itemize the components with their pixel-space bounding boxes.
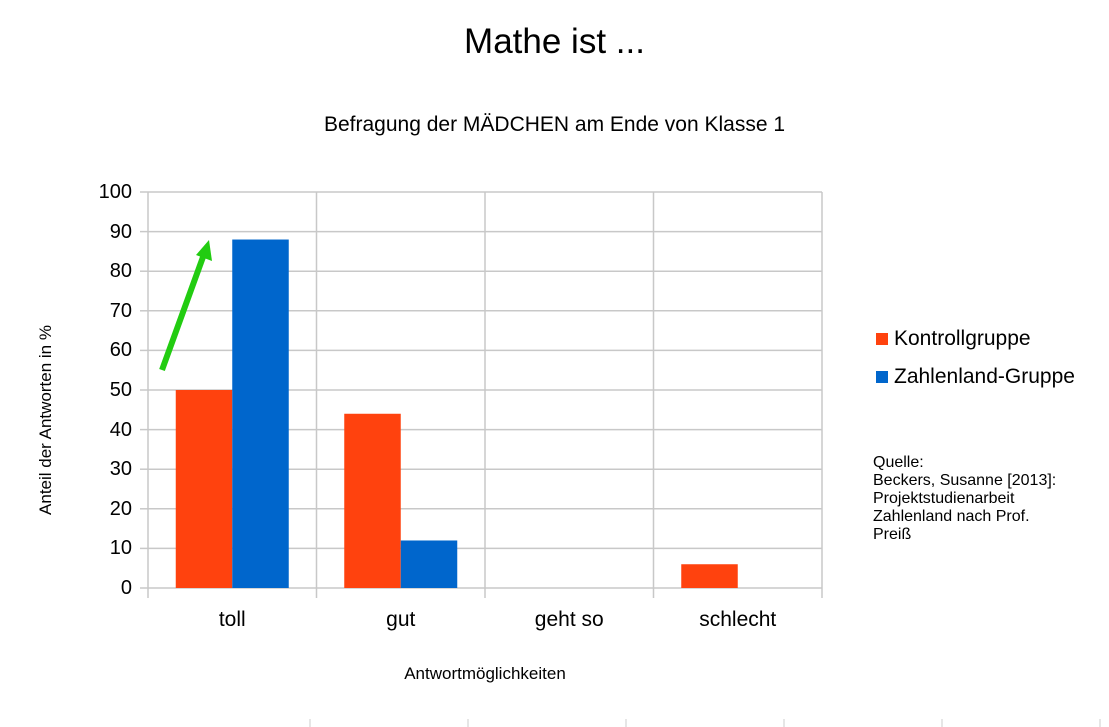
y-tick-label: 90 [109,220,132,243]
legend-item-zahlenland-gruppe: Zahlenland-Gruppe [876,365,1075,389]
y-tick-label: 70 [109,299,132,322]
bar-kontrollgruppe-schlecht [681,564,738,588]
legend-swatch-zahlenland-gruppe [876,371,888,383]
source-line: Quelle: [873,454,924,471]
y-tick-label: 20 [109,497,132,520]
y-tick-label: 0 [120,577,132,599]
chart-subtitle: Befragung der MÄDCHEN am Ende von Klasse… [323,113,786,136]
y-tick-label: 50 [109,379,132,401]
bar-kontrollgruppe-toll [175,390,233,588]
arrow-annotation-head-icon [196,240,212,261]
legend-item-kontrollgruppe: Kontrollgruppe [876,327,1031,351]
x-tick-label: toll [218,608,246,631]
x-axis-label: Antwortmöglichkeiten [404,664,566,683]
source-note: Quelle: Beckers, Susanne [2013]: Projekt… [873,454,1056,544]
bar-zahlenland-gruppe-toll [232,239,289,588]
y-tick-label: 40 [109,418,132,441]
x-tick-label: gut [386,608,416,631]
chart-title: Mathe ist ... [464,22,645,61]
y-tick-label: 30 [109,458,132,481]
y-tick-label: 60 [109,339,132,362]
source-line: Preiß [873,526,912,543]
y-tick-label: 100 [98,181,132,203]
source-line: Beckers, Susanne [2013]: [873,472,1057,489]
y-tick-label: 80 [109,260,132,283]
y-tick-label: 10 [109,537,132,560]
legend-label: Zahlenland-Gruppe [894,365,1075,388]
arrow-annotation-shaft [159,255,206,372]
legend-label: Kontrollgruppe [894,327,1031,350]
legend-swatch-kontrollgruppe [876,333,888,345]
source-line: Projektstudienarbeit [873,490,1015,507]
source-line: Zahlenland nach Prof. [873,508,1030,525]
x-tick-label: geht so [534,608,604,631]
bar-kontrollgruppe-gut [344,413,401,588]
bar-zahlenland-gruppe-gut [400,540,458,588]
x-tick-label: schlecht [699,608,777,631]
